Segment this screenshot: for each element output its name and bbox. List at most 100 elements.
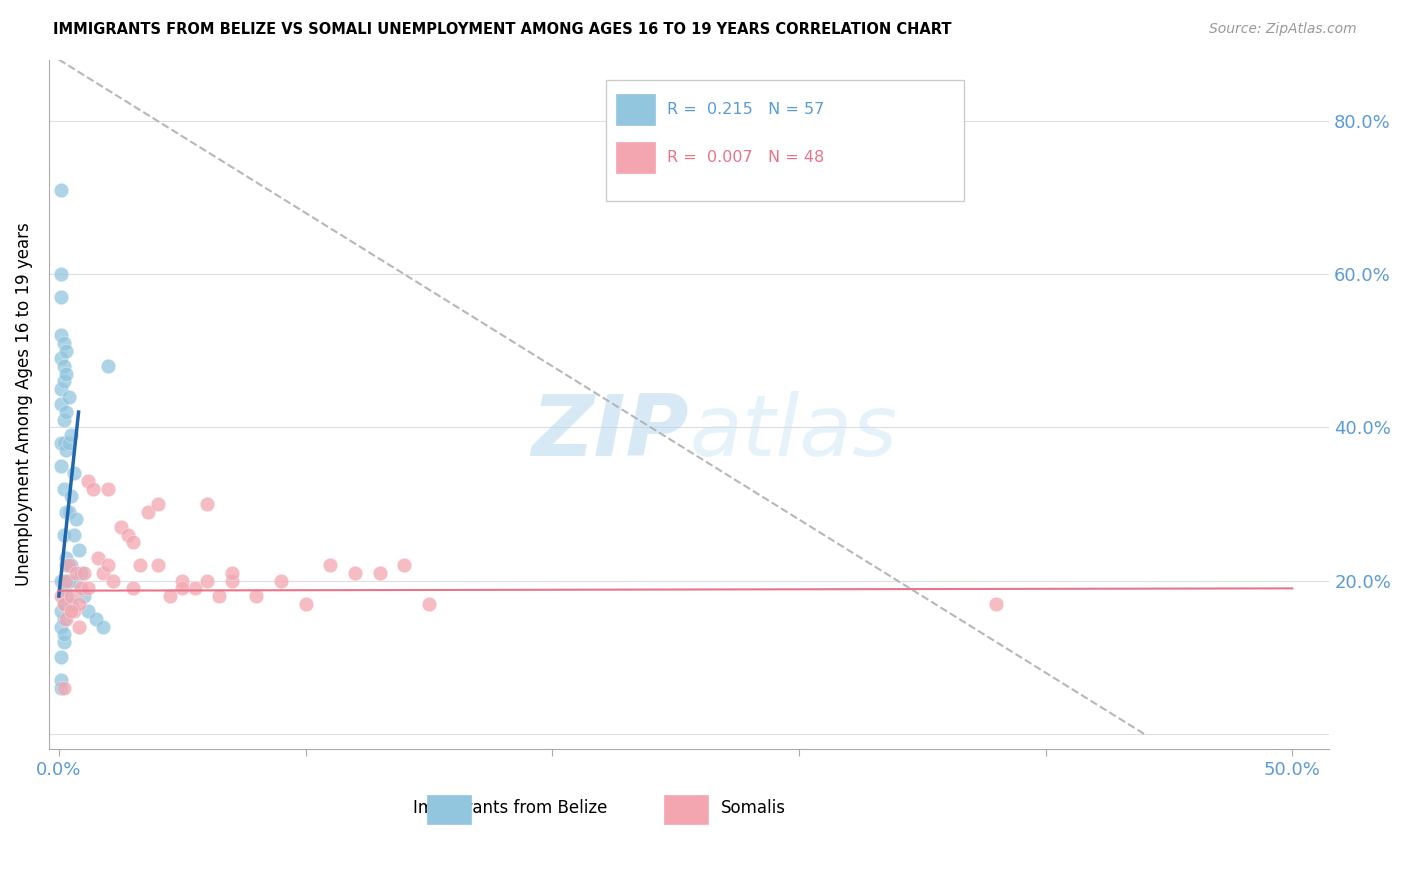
Point xyxy=(221,566,243,580)
Point xyxy=(58,390,80,404)
Point xyxy=(55,574,77,588)
Point xyxy=(121,535,143,549)
FancyBboxPatch shape xyxy=(606,80,965,201)
Point xyxy=(117,527,139,541)
Point xyxy=(51,435,73,450)
Point xyxy=(52,574,75,588)
Point xyxy=(60,597,83,611)
Point xyxy=(58,435,80,450)
Text: ZIP: ZIP xyxy=(531,391,689,474)
Point xyxy=(60,604,83,618)
Point xyxy=(221,574,243,588)
Point xyxy=(52,527,75,541)
Point xyxy=(51,673,73,688)
Bar xyxy=(664,795,709,824)
Point xyxy=(52,627,75,641)
Point xyxy=(270,574,292,588)
Point xyxy=(60,558,83,573)
Point xyxy=(72,566,94,580)
Point xyxy=(97,359,120,373)
Point xyxy=(146,497,169,511)
Point xyxy=(55,550,77,565)
Point xyxy=(368,566,391,580)
Point xyxy=(60,490,83,504)
Text: R =  0.007   N = 48: R = 0.007 N = 48 xyxy=(668,150,824,165)
Point xyxy=(55,612,77,626)
Point xyxy=(55,505,77,519)
Text: IMMIGRANTS FROM BELIZE VS SOMALI UNEMPLOYMENT AMONG AGES 16 TO 19 YEARS CORRELAT: IMMIGRANTS FROM BELIZE VS SOMALI UNEMPLO… xyxy=(53,22,952,37)
Bar xyxy=(426,795,471,824)
Point xyxy=(51,290,73,304)
Bar xyxy=(616,94,655,125)
Text: Somalis: Somalis xyxy=(721,799,786,817)
Point xyxy=(55,597,77,611)
Point xyxy=(51,351,73,366)
Point xyxy=(55,405,77,419)
Point xyxy=(77,604,100,618)
Point xyxy=(67,543,90,558)
Point xyxy=(65,512,87,526)
Point xyxy=(72,589,94,603)
Point xyxy=(60,589,83,603)
Point xyxy=(70,582,93,596)
Point xyxy=(172,582,194,596)
Point xyxy=(87,550,110,565)
Text: Source: ZipAtlas.com: Source: ZipAtlas.com xyxy=(1209,22,1357,37)
Point xyxy=(110,520,132,534)
Point xyxy=(52,482,75,496)
Point xyxy=(84,612,107,626)
Text: R =  0.215   N = 57: R = 0.215 N = 57 xyxy=(668,102,824,117)
Point xyxy=(51,382,73,396)
Point xyxy=(51,650,73,665)
Point xyxy=(129,558,152,573)
Point xyxy=(91,620,114,634)
Point xyxy=(55,443,77,458)
Point xyxy=(97,558,120,573)
Point xyxy=(58,505,80,519)
Point xyxy=(55,343,77,358)
Y-axis label: Unemployment Among Ages 16 to 19 years: Unemployment Among Ages 16 to 19 years xyxy=(15,223,32,586)
Point xyxy=(58,558,80,573)
Point xyxy=(245,589,267,603)
Point xyxy=(65,566,87,580)
Point xyxy=(51,458,73,473)
Point xyxy=(55,589,77,603)
Point xyxy=(67,597,90,611)
Point xyxy=(146,558,169,573)
Bar xyxy=(616,143,655,173)
Point xyxy=(51,589,73,603)
Point xyxy=(52,635,75,649)
Point xyxy=(319,558,342,573)
Point xyxy=(51,574,73,588)
Point xyxy=(77,474,100,488)
Point xyxy=(52,597,75,611)
Point xyxy=(51,183,73,197)
Point xyxy=(62,467,84,481)
Point xyxy=(62,527,84,541)
Point xyxy=(58,558,80,573)
Point xyxy=(183,582,205,596)
Point xyxy=(136,505,159,519)
Point xyxy=(52,359,75,373)
Point xyxy=(52,413,75,427)
Point xyxy=(51,620,73,634)
Point xyxy=(77,582,100,596)
Point xyxy=(52,612,75,626)
Point xyxy=(67,620,90,634)
Point xyxy=(159,589,181,603)
Point xyxy=(52,435,75,450)
Point xyxy=(51,681,73,695)
Point xyxy=(172,574,194,588)
Point xyxy=(62,604,84,618)
Point xyxy=(195,497,218,511)
Text: atlas: atlas xyxy=(689,391,897,474)
Point xyxy=(418,597,440,611)
Point xyxy=(52,681,75,695)
Point xyxy=(82,482,104,496)
Point xyxy=(55,367,77,381)
Point xyxy=(97,482,120,496)
Point xyxy=(58,574,80,588)
Point xyxy=(51,328,73,343)
Point xyxy=(294,597,316,611)
Point xyxy=(51,267,73,281)
